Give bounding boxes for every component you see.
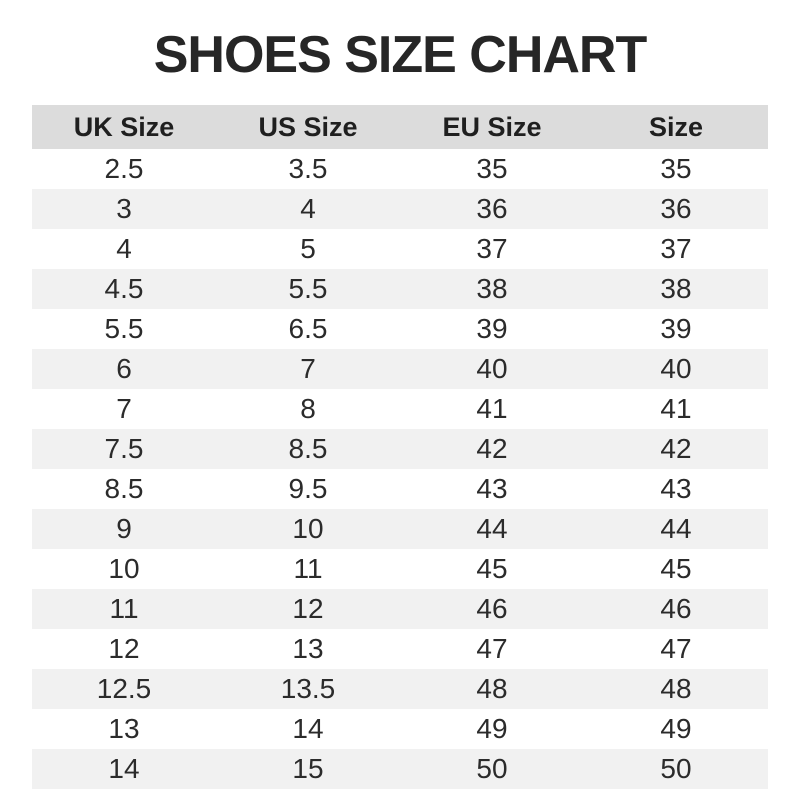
table-cell: 40 xyxy=(660,353,692,384)
table-row: 8.5 9.5 43 43 xyxy=(32,469,768,509)
table-cell: 15 xyxy=(292,753,324,784)
table-cell: 43 xyxy=(660,473,692,504)
table-row: 10 11 45 45 xyxy=(32,549,768,589)
size-chart-table: UK Size US Size EU Size Size 2.5 3.5 35 35 3 4 36… xyxy=(32,105,768,789)
table-header: UK Size US Size EU Size Size xyxy=(32,105,768,149)
table-cell: 46 xyxy=(660,593,692,624)
table-cell: 38 xyxy=(660,273,692,304)
table-cell: 45 xyxy=(476,553,508,584)
table-cell: 42 xyxy=(660,433,692,464)
table-row: 4 5 37 37 xyxy=(32,229,768,269)
table-row: 4.5 5.5 38 38 xyxy=(32,269,768,309)
table-cell: 7.5 xyxy=(104,433,144,464)
table-row: 13 14 49 49 xyxy=(32,709,768,749)
table-cell: 4.5 xyxy=(104,273,144,304)
table-cell: 11 xyxy=(109,593,139,624)
table-cell: 6 xyxy=(116,353,132,384)
column-header: EU Size xyxy=(400,105,584,149)
table-cell: 38 xyxy=(476,273,508,304)
table-cell: 10 xyxy=(108,553,140,584)
table-cell: 37 xyxy=(476,233,508,264)
page-title: SHOES SIZE CHART xyxy=(153,26,648,84)
table-row: 2.5 3.5 35 35 xyxy=(32,149,768,189)
table-row: 3 4 36 36 xyxy=(32,189,768,229)
table-cell: 13.5 xyxy=(280,673,336,704)
table-cell: 48 xyxy=(660,673,692,704)
table-cell: 42 xyxy=(476,433,508,464)
table-cell: 14 xyxy=(292,713,324,744)
table-cell: 39 xyxy=(660,313,692,344)
table-cell: 40 xyxy=(476,353,508,384)
table-cell: 36 xyxy=(476,193,508,224)
table-cell: 49 xyxy=(660,713,692,744)
table-cell: 7 xyxy=(300,353,316,384)
table-cell: 13 xyxy=(292,633,324,664)
table-cell: 2.5 xyxy=(104,153,144,184)
table-row: 14 15 50 50 xyxy=(32,749,768,789)
table-cell: 8.5 xyxy=(288,433,328,464)
table-cell: 50 xyxy=(660,753,692,784)
table-cell: 12 xyxy=(108,633,140,664)
column-header: Size xyxy=(584,105,768,149)
table-row: 11 12 46 46 xyxy=(32,589,768,629)
column-header: UK Size xyxy=(32,105,216,149)
table-cell: 3 xyxy=(116,193,132,224)
table-cell: 41 xyxy=(476,393,508,424)
table-cell: 7 xyxy=(116,393,132,424)
table-header-row: UK Size US Size EU Size Size xyxy=(32,105,768,149)
table-row: 12 13 47 47 xyxy=(32,629,768,669)
table-cell: 5 xyxy=(300,233,316,264)
table-cell: 47 xyxy=(660,633,692,664)
table-cell: 44 xyxy=(660,513,692,544)
table-cell: 9 xyxy=(116,513,132,544)
table-cell: 46 xyxy=(476,593,508,624)
table-cell: 36 xyxy=(660,193,692,224)
table-cell: 14 xyxy=(108,753,140,784)
table-cell: 49 xyxy=(476,713,508,744)
table-cell: 48 xyxy=(476,673,508,704)
table-cell: 35 xyxy=(660,153,692,184)
column-header: US Size xyxy=(216,105,400,149)
table-cell: 8.5 xyxy=(104,473,144,504)
table-cell: 50 xyxy=(476,753,508,784)
table-cell: 5.5 xyxy=(288,273,328,304)
table-cell: 12 xyxy=(292,593,324,624)
table-cell: 39 xyxy=(476,313,508,344)
table-cell: 43 xyxy=(476,473,508,504)
table-cell: 45 xyxy=(660,553,692,584)
table-row: 5.5 6.5 39 39 xyxy=(32,309,768,349)
table-cell: 12.5 xyxy=(96,673,152,704)
table-cell: 10 xyxy=(292,513,324,544)
table-cell: 13 xyxy=(108,713,140,744)
table-row: 7 8 41 41 xyxy=(32,389,768,429)
table-cell: 44 xyxy=(476,513,508,544)
table-cell: 8 xyxy=(300,393,316,424)
table-cell: 4 xyxy=(116,233,132,264)
table-row: 6 7 40 40 xyxy=(32,349,768,389)
table-row: 7.5 8.5 42 42 xyxy=(32,429,768,469)
table-cell: 6.5 xyxy=(288,313,328,344)
table-cell: 11 xyxy=(293,553,323,584)
table-cell: 5.5 xyxy=(104,313,144,344)
table-cell: 9.5 xyxy=(288,473,328,504)
table-row: 12.5 13.5 48 48 xyxy=(32,669,768,709)
table-cell: 35 xyxy=(476,153,508,184)
table-row: 9 10 44 44 xyxy=(32,509,768,549)
table-cell: 41 xyxy=(660,393,692,424)
table-cell: 3.5 xyxy=(288,153,328,184)
table-cell: 37 xyxy=(660,233,692,264)
table-cell: 47 xyxy=(476,633,508,664)
table-body: 2.5 3.5 35 35 3 4 36 36 4 5 37 37 4.5 5.5 38 38 5.5 6.5 39… xyxy=(32,149,768,789)
table-cell: 4 xyxy=(300,193,316,224)
